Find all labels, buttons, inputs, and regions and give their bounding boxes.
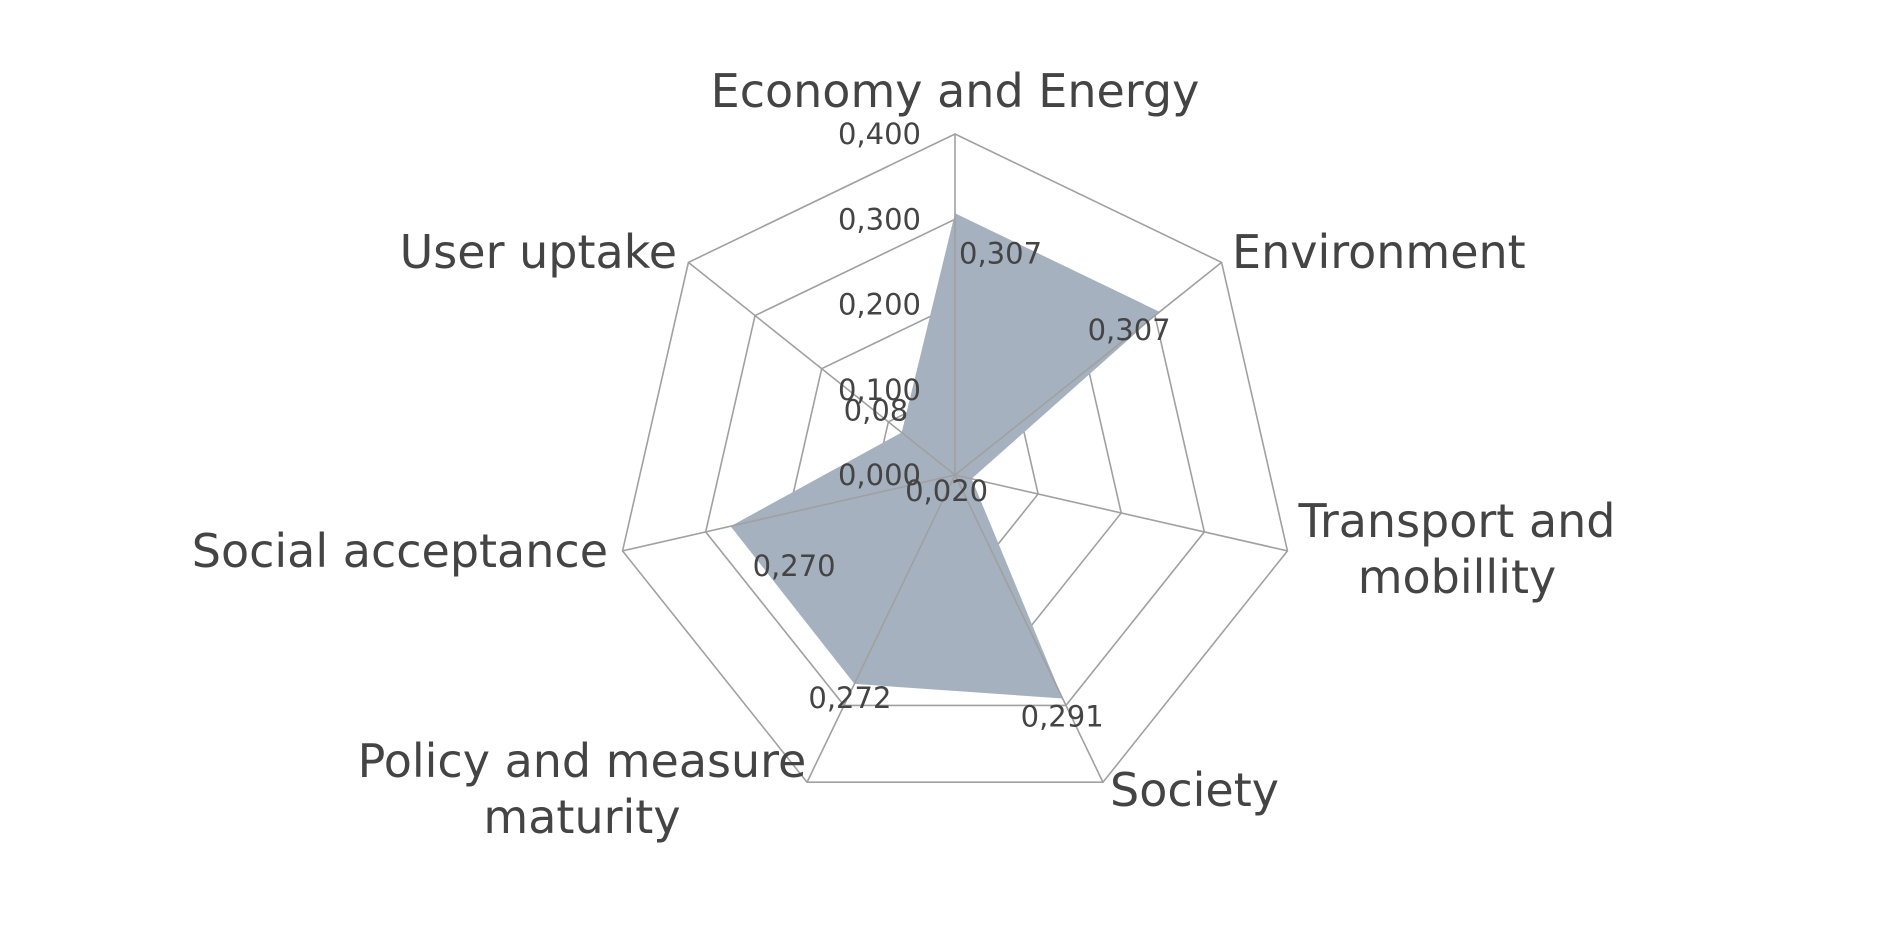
category-label-3: Society [1110,763,1279,817]
data-label-1: 0,307 [1088,313,1171,347]
spoke-3 [954,474,1104,783]
tick-label-1: 0,100 [838,373,921,407]
data-label-0: 0,307 [959,236,1042,270]
radial-axis-tick-labels: 0,000 0,100 0,200 0,300 0,400 [838,117,921,492]
category-label-5: Social acceptance [192,524,608,578]
data-label-6: 0,08 [844,393,909,427]
tick-label-3: 0,300 [838,202,921,236]
spoke-5 [622,474,956,552]
radar-series [730,213,1160,699]
spoke-2 [954,474,1288,552]
spoke-6 [687,261,956,476]
data-labels: 0,307 0,307 0,020 0,291 0,272 0,270 0,08 [753,236,1171,733]
data-label-3: 0,291 [1021,700,1104,734]
spoke-1 [954,261,1223,476]
category-label-6: User uptake [400,225,677,279]
series-area [730,213,1160,699]
data-label-2: 0,020 [905,474,988,508]
category-label-4: Policy and measure maturity [358,734,807,844]
tick-label-4: 0,400 [838,117,921,151]
spoke-4 [806,474,956,783]
tick-label-0: 0,000 [838,458,921,492]
category-label-0: Economy and Energy [711,64,1200,118]
tick-label-2: 0,200 [838,288,921,322]
radar-spokes [622,134,1288,783]
category-label-2: Transport and mobillity [1297,494,1615,604]
grid-ring-4 [621,133,1289,784]
data-label-4: 0,272 [808,681,891,715]
category-labels: Economy and Energy Environment Transport a… [192,64,1616,844]
grid-ring-3 [704,218,1206,707]
category-label-1: Environment [1232,225,1526,279]
data-label-5: 0,270 [753,549,836,583]
